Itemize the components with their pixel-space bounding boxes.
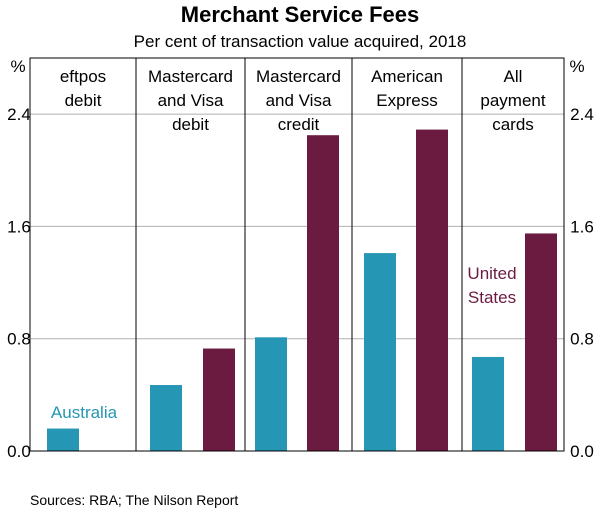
category-label-4-line-2: cards [492,115,534,134]
series-label-united-states-line-1: States [468,288,516,307]
category-label-0-line-1: debit [65,91,102,110]
y-tick-labels: 0.0 0.0 0.8 0.8 1.6 1.6 2.4 2.4 [7,105,594,461]
category-label-4-line-0: All [504,67,523,86]
bar-australia-2 [255,337,287,451]
bar-united-states-4 [525,233,557,451]
series-label-australia: Australia [51,403,118,422]
y-unit-left: % [10,57,25,76]
category-label-1-line-2: debit [172,115,209,134]
y-tick-left-0: 0.0 [7,442,31,461]
category-label-3-line-0: American [371,67,443,86]
y-tick-right-2: 1.6 [570,217,594,236]
bars [47,129,557,452]
category-label-2-line-2: credit [278,115,320,134]
series-labels: Australia United States [51,264,517,422]
bar-united-states-3 [416,129,448,451]
y-tick-left-1: 0.8 [7,330,31,349]
category-labels: eftpos debit Mastercard and Visa debit Master… [60,67,546,134]
y-tick-left-2: 1.6 [7,217,31,236]
y-tick-right-1: 0.8 [570,330,594,349]
category-label-1-line-0: Mastercard [148,67,233,86]
bar-australia-0 [47,428,79,451]
source-note: Sources: RBA; The Nilson Report [30,492,238,508]
category-label-4-line-1: payment [480,91,545,110]
y-tick-right-3: 2.4 [570,105,594,124]
bar-australia-1 [150,385,182,451]
bar-australia-4 [472,356,504,451]
gridlines [30,113,564,340]
y-unit-right: % [569,57,584,76]
category-label-3-line-1: Express [376,91,437,110]
chart-title: Merchant Service Fees [181,2,419,27]
y-tick-right-0: 0.0 [570,442,594,461]
category-label-2-line-0: Mastercard [256,67,341,86]
series-label-united-states-line-0: United [467,264,516,283]
bar-australia-3 [364,253,396,451]
category-label-0-line-0: eftpos [60,67,106,86]
category-label-1-line-1: and Visa [158,91,224,110]
panel-dividers [135,58,463,451]
category-label-2-line-1: and Visa [266,91,332,110]
chart-subtitle: Per cent of transaction value acquired, … [134,32,467,51]
y-tick-left-3: 2.4 [7,105,31,124]
plot-frame [29,57,565,452]
bar-united-states-2 [307,135,339,452]
bar-united-states-1 [203,348,235,451]
